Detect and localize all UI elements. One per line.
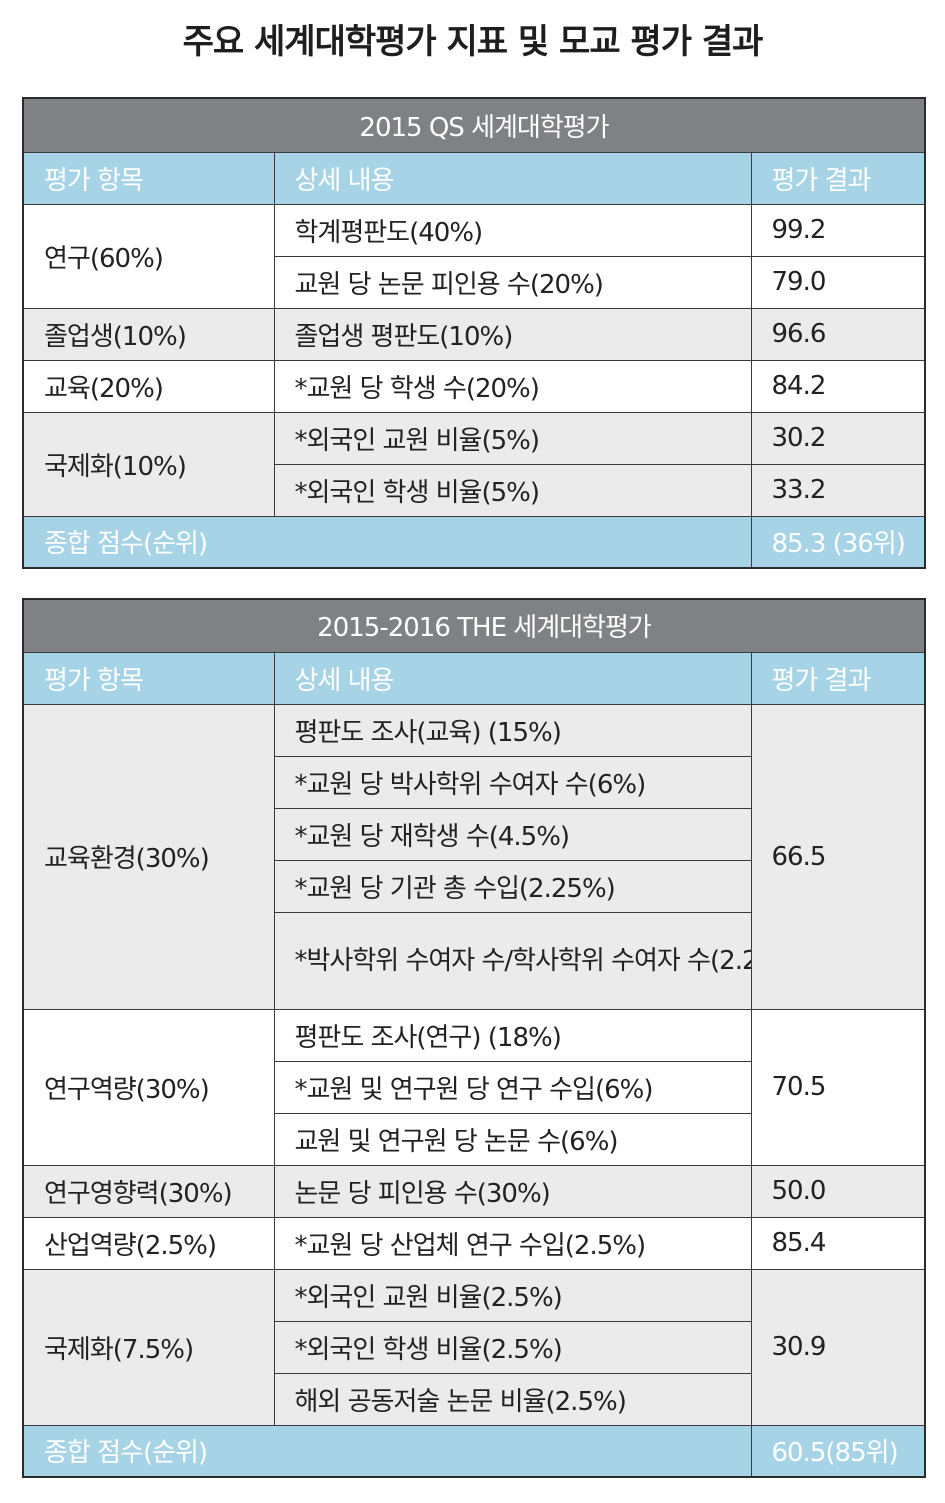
qs-table-caption: 2015 QS 세계대학평가 — [22, 97, 926, 153]
total-value: 60.5(85위) — [750, 1424, 926, 1478]
detail-cell: *외국인 학생 비율(2.5%) — [273, 1320, 752, 1374]
table-row: *교원 당 기관 총 수입(2.25%) — [23, 859, 925, 913]
category-header: 평가 항목 — [22, 151, 275, 205]
the-ranking-table: 2015-2016 THE 세계대학평가 평가 항목 상세 내용 평가 결과 교… — [22, 598, 926, 1478]
detail-cell: 평판도 조사(교육) (15%) — [273, 703, 752, 757]
result-cell: 85.4 — [750, 1216, 926, 1270]
table-row: 국제화(10%) *외국인 교원 비율(5%) 30.2 — [22, 411, 926, 517]
detail-cell: 평판도 조사(연구) (18%) — [273, 1008, 752, 1062]
category-cell: 산업역량(2.5%) — [22, 1216, 275, 1270]
total-row: 종합 점수(순위) 60.5(85위) — [22, 1424, 926, 1478]
result-cell: 84.2 — [750, 359, 926, 413]
category-cell: 교육(20%) — [22, 359, 275, 413]
result-cell: 66.5 — [750, 703, 926, 1010]
detail-cell: *교원 및 연구원 당 연구 수입(6%) — [273, 1060, 752, 1114]
detail-cell: 졸업생 평판도(10%) — [273, 307, 752, 361]
table-row: *교원 당 재학생 수(4.5%) — [23, 807, 925, 861]
table-row: 연구영향력(30%) 논문 당 피인용 수(30%) 50.0 — [22, 1164, 926, 1218]
table-row: 교원 당 논문 피인용 수(20%) 79.0 — [23, 255, 926, 309]
category-cell: 졸업생(10%) — [22, 307, 275, 361]
detail-cell: *외국인 교원 비율(2.5%) — [273, 1268, 752, 1322]
detail-cell: 해외 공동저술 논문 비율(2.5%) — [273, 1372, 752, 1426]
result-cell: 99.2 — [750, 203, 926, 257]
page-title: 주요 세계대학평가 지표 및 모교 평가 결과 — [182, 22, 764, 62]
result-cell: 33.2 — [750, 463, 926, 517]
result-cell: 96.6 — [750, 307, 926, 361]
table-row: 국제화(7.5%) *외국인 교원 비율(2.5%) 30.9 — [22, 1268, 926, 1426]
detail-cell: *박사학위 수여자 수/학사학위 수여자 수(2.25%) — [273, 911, 752, 1010]
result-header: 평가 결과 — [750, 151, 926, 205]
detail-cell: 논문 당 피인용 수(30%) — [273, 1164, 752, 1218]
category-cell: 연구(60%) — [22, 203, 275, 309]
table-row: 해외 공동저술 논문 비율(2.5%) — [23, 1372, 925, 1426]
category-cell: 연구영향력(30%) — [22, 1164, 275, 1218]
table-row: *박사학위 수여자 수/학사학위 수여자 수(2.25%) — [23, 911, 925, 1010]
total-value: 85.3 (36위) — [750, 515, 926, 569]
category-header: 평가 항목 — [22, 651, 275, 705]
result-cell: 50.0 — [750, 1164, 926, 1218]
result-cell: 30.2 — [750, 411, 926, 465]
total-label: 종합 점수(순위) — [22, 515, 752, 569]
result-cell: 30.9 — [750, 1268, 926, 1426]
detail-cell: *교원 당 재학생 수(4.5%) — [273, 807, 752, 861]
total-row: 종합 점수(순위) 85.3 (36위) — [22, 515, 926, 569]
qs-ranking-table: 2015 QS 세계대학평가 평가 항목 상세 내용 평가 결과 연구(60%)… — [22, 97, 927, 569]
table-row: 연구역량(30%) 평판도 조사(연구) (18%) 70.5 — [22, 1008, 926, 1166]
detail-cell: *교원 당 학생 수(20%) — [273, 359, 752, 413]
table-row: 교육(20%) *교원 당 학생 수(20%) 84.2 — [22, 359, 926, 413]
result-header: 평가 결과 — [750, 651, 926, 705]
table-row: 교육환경(30%) 평판도 조사(교육) (15%) 66.5 — [22, 703, 926, 1010]
result-cell: 79.0 — [750, 255, 926, 309]
detail-header: 상세 내용 — [273, 151, 752, 205]
detail-cell: 교원 및 연구원 당 논문 수(6%) — [273, 1112, 752, 1166]
total-label: 종합 점수(순위) — [22, 1424, 752, 1478]
category-cell: 연구역량(30%) — [22, 1008, 275, 1166]
table-row: 졸업생(10%) 졸업생 평판도(10%) 96.6 — [22, 307, 926, 361]
detail-cell: *교원 당 박사학위 수여자 수(6%) — [273, 755, 752, 809]
detail-cell: 교원 당 논문 피인용 수(20%) — [273, 255, 752, 309]
table-row: *교원 및 연구원 당 연구 수입(6%) — [23, 1060, 925, 1114]
table-row: *외국인 학생 비율(2.5%) — [23, 1320, 925, 1374]
the-table-caption: 2015-2016 THE 세계대학평가 — [22, 598, 926, 653]
category-cell: 교육환경(30%) — [22, 703, 275, 1010]
table-row: 교원 및 연구원 당 논문 수(6%) — [23, 1112, 925, 1166]
detail-header: 상세 내용 — [273, 651, 752, 705]
detail-cell: 학계평판도(40%) — [273, 203, 752, 257]
table-row: 산업역량(2.5%) *교원 당 산업체 연구 수입(2.5%) 85.4 — [22, 1216, 926, 1270]
detail-cell: *외국인 교원 비율(5%) — [273, 411, 752, 465]
detail-cell: *교원 당 산업체 연구 수입(2.5%) — [273, 1216, 752, 1270]
category-cell: 국제화(7.5%) — [22, 1268, 275, 1426]
detail-cell: *외국인 학생 비율(5%) — [273, 463, 752, 517]
table-row: *교원 당 박사학위 수여자 수(6%) — [23, 755, 925, 809]
category-cell: 국제화(10%) — [22, 411, 275, 517]
table-row: 연구(60%) 학계평판도(40%) 99.2 — [22, 203, 926, 309]
detail-cell: *교원 당 기관 총 수입(2.25%) — [273, 859, 752, 913]
result-cell: 70.5 — [750, 1008, 926, 1166]
